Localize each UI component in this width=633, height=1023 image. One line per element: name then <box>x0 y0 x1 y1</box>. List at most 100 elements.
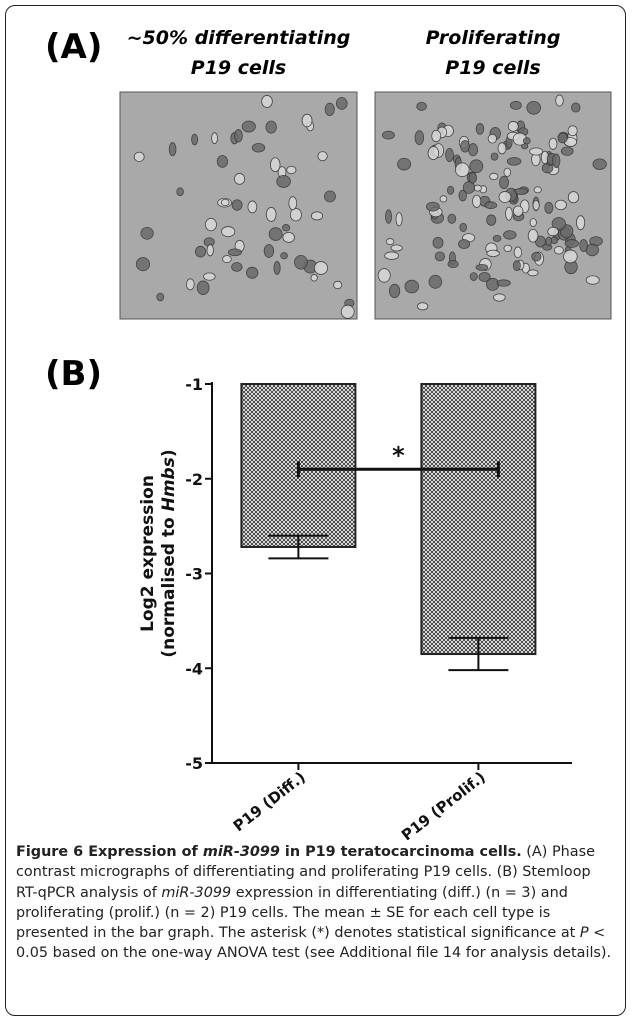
cell <box>579 239 588 252</box>
cell <box>194 245 207 258</box>
cell <box>247 200 258 214</box>
cell <box>490 152 499 161</box>
cell <box>428 274 443 289</box>
cell <box>216 155 229 168</box>
cell <box>447 260 459 269</box>
cell <box>261 95 273 108</box>
cell <box>206 244 214 257</box>
bar <box>420 383 537 656</box>
cell <box>389 283 401 299</box>
cell <box>280 252 288 260</box>
cell <box>439 195 448 203</box>
cell <box>533 186 542 194</box>
cell <box>514 187 528 195</box>
cell <box>390 244 403 252</box>
cell <box>462 181 476 194</box>
cell <box>459 222 467 232</box>
cell <box>552 153 561 168</box>
cell <box>384 251 400 260</box>
cell <box>404 279 420 294</box>
cell <box>417 302 429 311</box>
cell <box>567 191 580 204</box>
cell <box>526 100 542 115</box>
cell <box>176 187 184 197</box>
y-tick-label: -2 <box>185 470 203 489</box>
cell <box>475 264 489 271</box>
cell <box>503 244 512 253</box>
cell <box>246 266 259 279</box>
figure-frame <box>5 5 626 1016</box>
cell <box>489 172 499 181</box>
cell <box>324 190 336 203</box>
cell <box>446 185 455 195</box>
cell <box>263 244 275 258</box>
cell <box>382 130 395 140</box>
cell <box>385 209 392 224</box>
cell <box>484 201 498 210</box>
cell <box>221 226 236 238</box>
caption-text: miR-3099 <box>161 884 232 901</box>
cell <box>492 235 502 242</box>
cell <box>585 275 600 285</box>
figure-caption: Figure 6 Expression of miR-3099 in P19 t… <box>16 842 616 964</box>
cell <box>286 165 297 175</box>
panel-label: (A) <box>45 27 102 67</box>
cell <box>377 268 391 283</box>
cell <box>301 113 313 128</box>
cell <box>427 146 440 161</box>
cell <box>289 208 302 222</box>
cell <box>553 246 564 255</box>
y-axis-label-part: Hmbs <box>159 457 179 511</box>
cell <box>503 230 517 240</box>
cell <box>317 151 328 162</box>
cell <box>529 218 537 227</box>
cell <box>472 194 482 208</box>
cell <box>507 121 519 132</box>
cell <box>544 201 554 214</box>
cell <box>241 120 256 133</box>
y-axis-label-part: ) <box>159 449 179 457</box>
caption-text: P <box>579 925 589 942</box>
cell <box>434 251 445 262</box>
cell <box>550 236 558 245</box>
cell <box>545 236 553 247</box>
cell <box>310 274 318 282</box>
caption-text: expression in differentiating (diff.) (n… <box>16 884 580 942</box>
image-caption: Proliferating <box>426 27 561 49</box>
cell <box>395 212 403 227</box>
cell <box>486 249 500 257</box>
image-caption: P19 cells <box>191 57 286 79</box>
cell <box>310 211 324 221</box>
cell <box>505 206 513 221</box>
cell <box>191 133 199 146</box>
x-tick-label: P19 (Diff.) <box>230 768 309 835</box>
cell <box>203 272 216 281</box>
cell <box>498 191 512 204</box>
cell <box>458 239 471 249</box>
cell <box>251 143 266 153</box>
panel-label: (B) <box>45 354 102 394</box>
cell <box>196 280 210 295</box>
cell <box>324 102 335 116</box>
cell <box>220 198 230 207</box>
cell <box>555 94 564 107</box>
cell <box>186 278 195 291</box>
cell <box>431 129 442 143</box>
cell <box>340 304 355 319</box>
cell <box>548 137 558 150</box>
cell <box>231 199 243 211</box>
cell <box>231 262 243 272</box>
cell <box>140 226 154 240</box>
cell <box>522 137 531 145</box>
cell <box>576 215 586 231</box>
cell <box>512 260 521 272</box>
cell <box>497 142 507 155</box>
cell <box>385 238 395 246</box>
cell <box>265 207 277 222</box>
cell <box>135 257 151 272</box>
cell <box>273 261 281 275</box>
cell <box>445 147 454 162</box>
y-tick-label: -3 <box>185 565 203 584</box>
cell <box>478 271 491 282</box>
